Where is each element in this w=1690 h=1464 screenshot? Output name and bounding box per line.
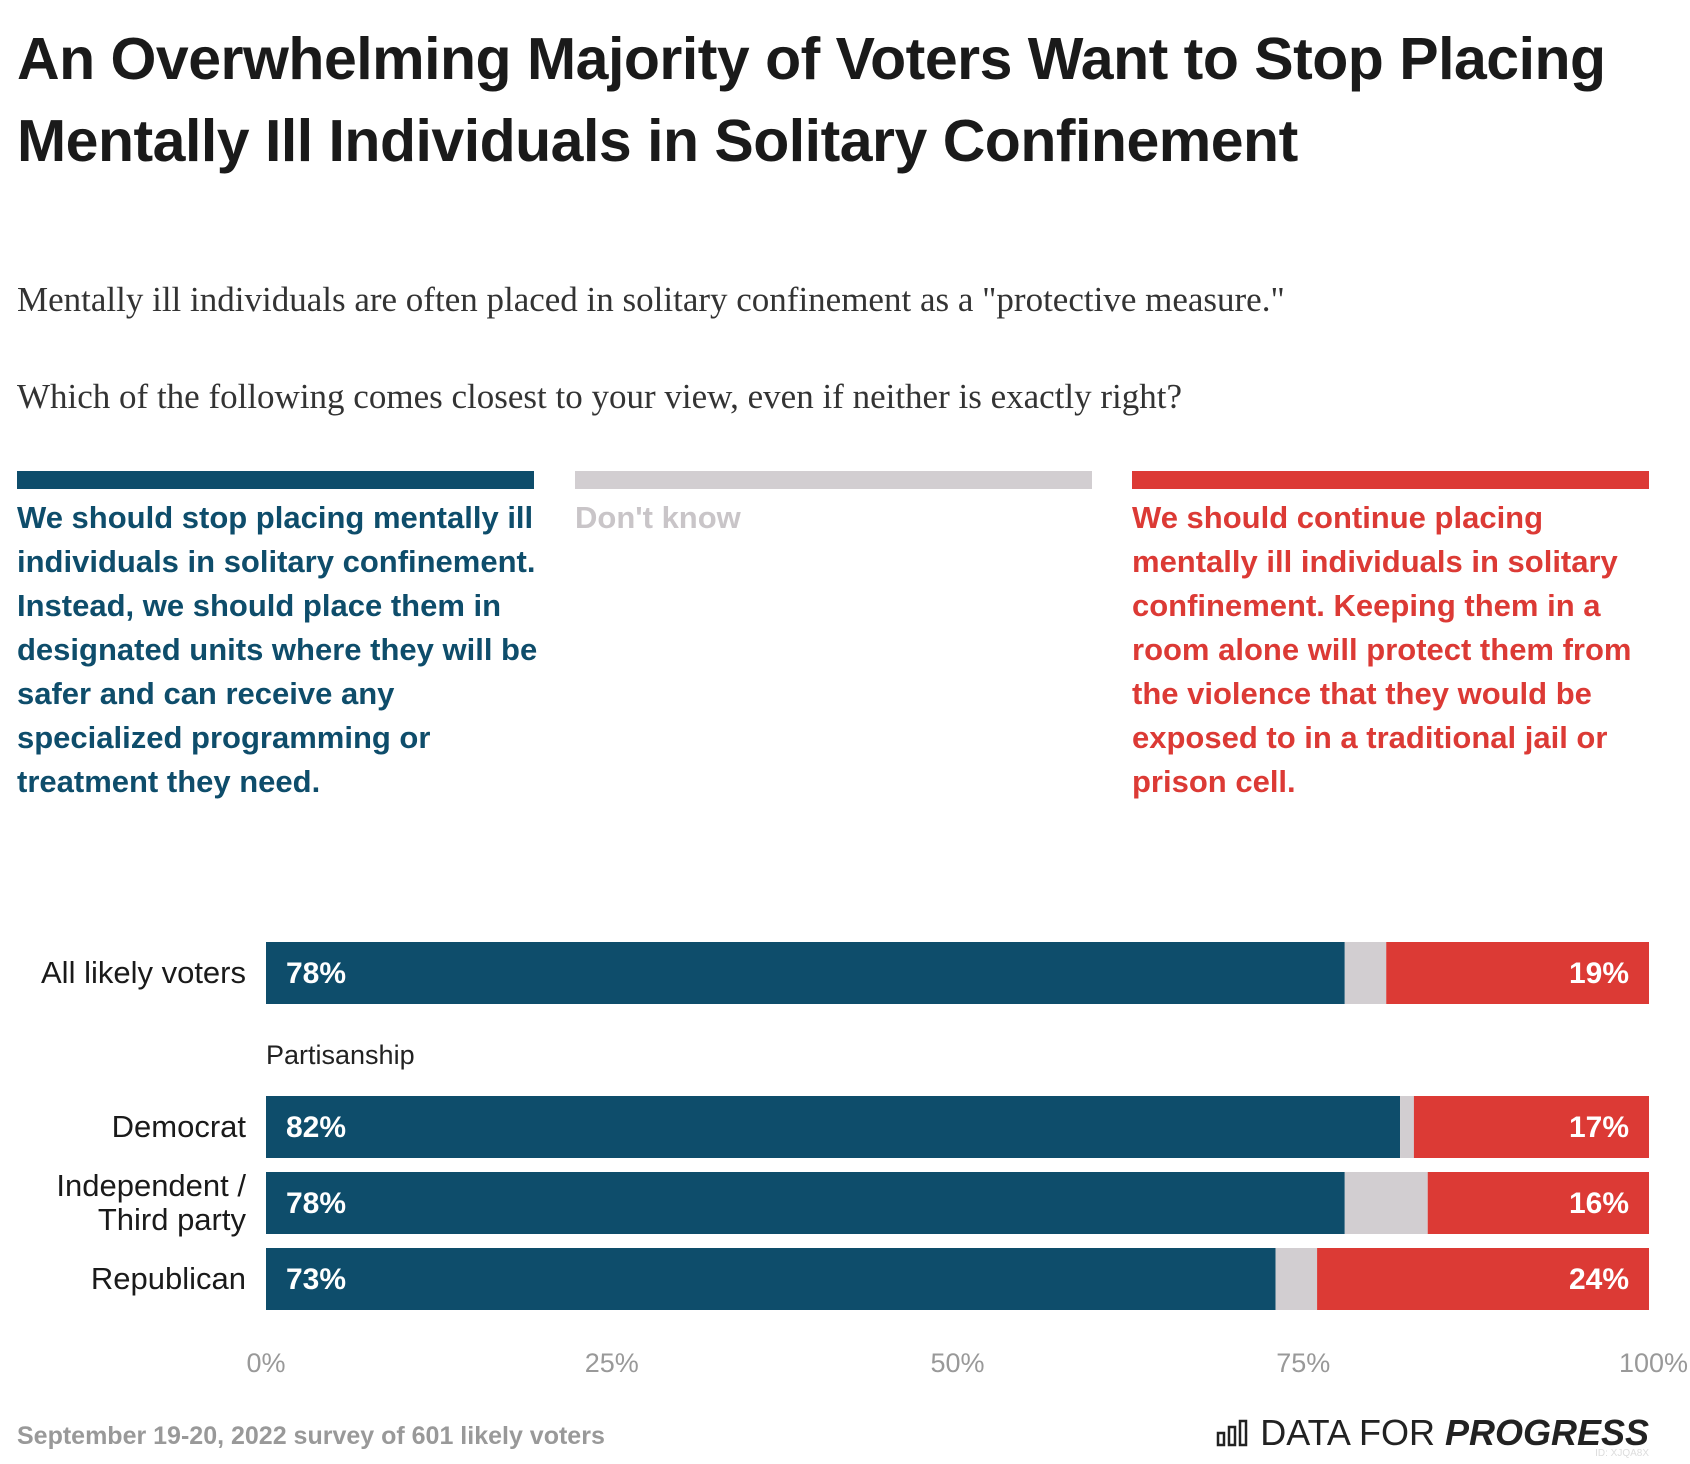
bar-segment xyxy=(266,1172,1345,1234)
value-label: 24% xyxy=(1569,1263,1629,1296)
value-label: 82% xyxy=(286,1111,346,1144)
logo-text-bold: PROGRESS xyxy=(1444,1412,1649,1453)
chart-title: An Overwhelming Majority of Voters Want … xyxy=(17,26,1606,174)
bar-segment xyxy=(1344,942,1387,1004)
bar-segment xyxy=(1400,1096,1414,1158)
bar-segment xyxy=(266,1096,1401,1158)
category-label: Independent / Third party xyxy=(56,1168,246,1237)
legend-label: We should continue placing mentally ill … xyxy=(1132,500,1632,799)
bar-segment xyxy=(266,1248,1276,1310)
subtitle: Mentally ill individuals are often place… xyxy=(17,280,1285,319)
value-label: 19% xyxy=(1569,957,1629,990)
legend-label: Don't know xyxy=(575,500,741,535)
bar-segment xyxy=(1413,1096,1649,1158)
chart-id: ID: XJQA8X xyxy=(1595,1448,1649,1459)
value-label: 78% xyxy=(286,1187,346,1220)
bar-segment xyxy=(1427,1172,1649,1234)
value-label: 78% xyxy=(286,957,346,990)
x-tick-label: 75% xyxy=(1276,1348,1330,1378)
bar-segment xyxy=(266,942,1345,1004)
x-tick-label: 100% xyxy=(1619,1348,1688,1378)
bar-segment xyxy=(1275,1248,1318,1310)
category-label: Republican xyxy=(90,1261,246,1296)
legend-swatch xyxy=(575,471,1092,489)
legend-swatch xyxy=(1132,471,1649,489)
value-label: 17% xyxy=(1569,1111,1629,1144)
logo-icon xyxy=(1217,1419,1248,1447)
value-label: 16% xyxy=(1569,1187,1629,1220)
x-tick-label: 25% xyxy=(585,1348,639,1378)
bar-segment xyxy=(1386,942,1649,1004)
legend-swatch xyxy=(17,471,534,489)
logo-text: DATA FOR xyxy=(1260,1412,1435,1453)
bar-segment xyxy=(1317,1248,1649,1310)
x-tick-label: 50% xyxy=(930,1348,984,1378)
category-label: All likely voters xyxy=(41,955,246,990)
x-tick-label: 0% xyxy=(246,1348,285,1378)
legend-label: We should stop placing mentally ill indi… xyxy=(17,500,538,799)
logo: DATA FOR PROGRESS xyxy=(1216,1412,1649,1454)
group-label: Partisanship xyxy=(266,1040,415,1070)
question: Which of the following comes closest to … xyxy=(17,377,1183,416)
value-label: 73% xyxy=(286,1263,346,1296)
category-label: Democrat xyxy=(111,1109,246,1144)
source: September 19-20, 2022 survey of 601 like… xyxy=(17,1422,605,1450)
bar-segment xyxy=(1344,1172,1428,1234)
